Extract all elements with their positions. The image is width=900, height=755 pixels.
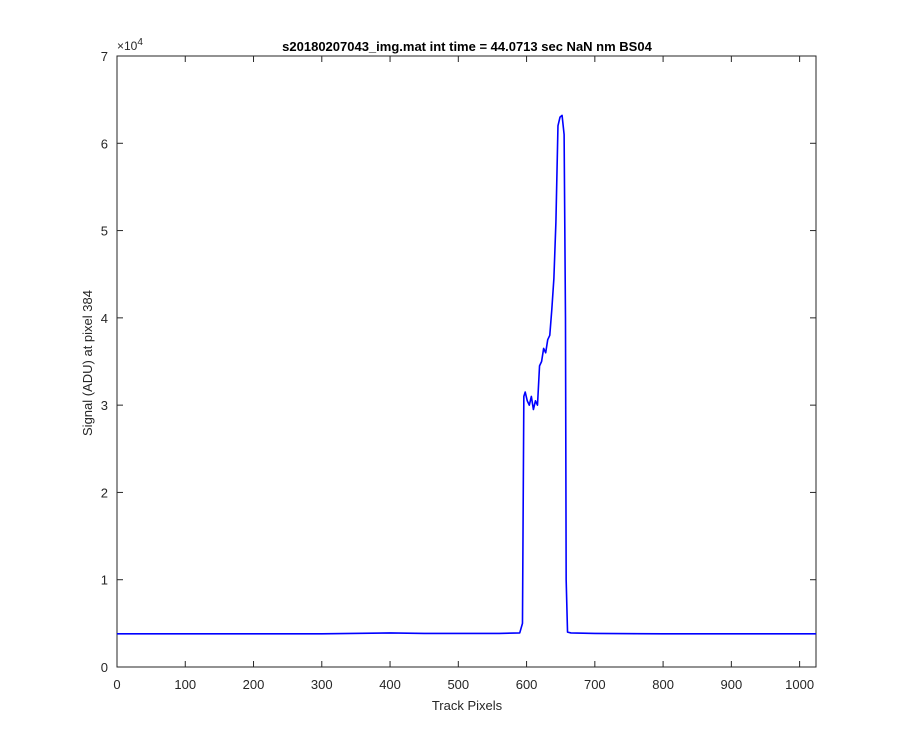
x-tick-label: 800 bbox=[652, 677, 674, 692]
x-tick-label: 500 bbox=[447, 677, 469, 692]
chart-title: s20180207043_img.mat int time = 44.0713 … bbox=[282, 39, 652, 54]
y-axis-title: Signal (ADU) at pixel 384 bbox=[80, 290, 95, 436]
y-tick-label: 4 bbox=[101, 311, 108, 326]
x-tick-label: 200 bbox=[243, 677, 265, 692]
y-tick-label: 7 bbox=[101, 49, 108, 64]
x-tick-label: 0 bbox=[113, 677, 120, 692]
y-exponent-power: 4 bbox=[137, 37, 143, 48]
y-tick-label: 5 bbox=[101, 224, 108, 239]
x-tick-label: 1000 bbox=[785, 677, 814, 692]
y-tick-label: 0 bbox=[101, 660, 108, 675]
y-tick-label: 3 bbox=[101, 398, 108, 413]
axes-box bbox=[116, 55, 817, 668]
x-tick-label: 900 bbox=[721, 677, 743, 692]
x-tick-label: 700 bbox=[584, 677, 606, 692]
y-tick-label: 1 bbox=[101, 573, 108, 588]
y-exponent-label: ×104 bbox=[117, 37, 143, 53]
x-axis-title: Track Pixels bbox=[432, 698, 503, 713]
series-line-0 bbox=[117, 114, 816, 635]
y-tick-label: 2 bbox=[101, 485, 108, 500]
y-tick-label: 6 bbox=[101, 136, 108, 151]
plot-area: 0 100 200 300 400 500 600 700 800 900 1000 0 1 2 3 4 5 6 7… bbox=[101, 37, 817, 692]
x-tick-label: 100 bbox=[174, 677, 196, 692]
x-tick-label: 400 bbox=[379, 677, 401, 692]
x-tick-label: 300 bbox=[311, 677, 333, 692]
x-tick-label: 600 bbox=[516, 677, 538, 692]
